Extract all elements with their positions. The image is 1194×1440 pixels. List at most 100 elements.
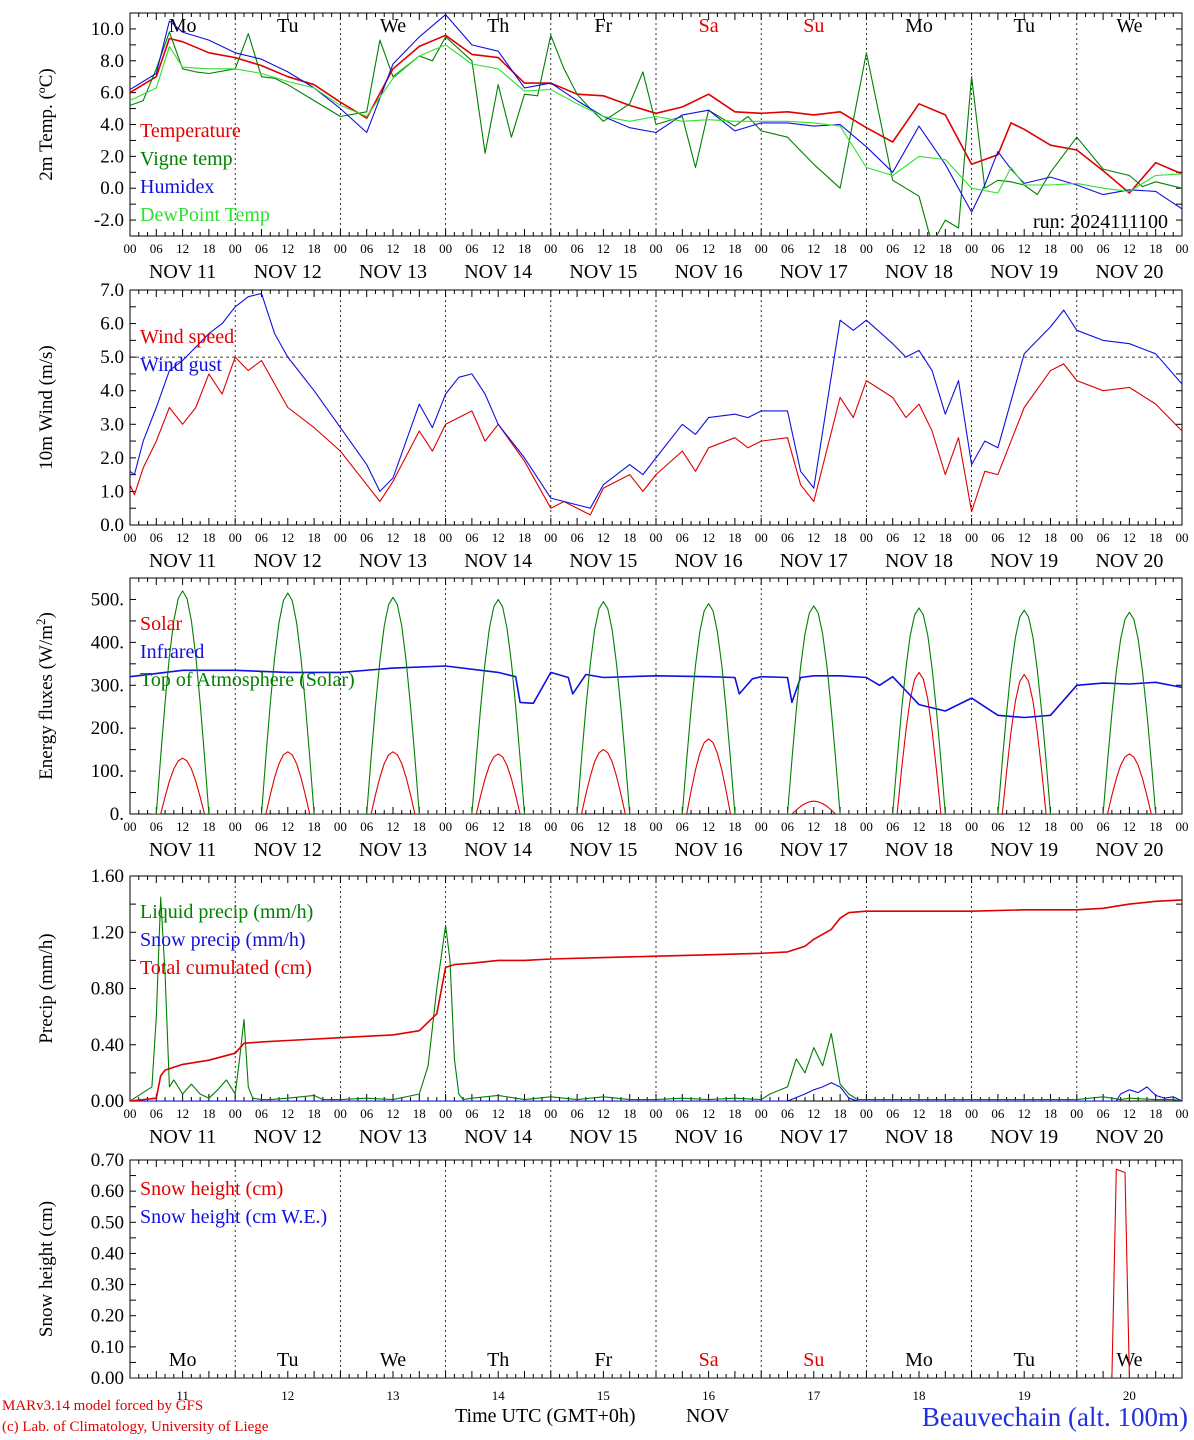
series-line-wind-speed xyxy=(130,356,1182,516)
panel-2: 7.0 6.0 5.0 4.0 3.0 2.0 1.0 0.0 10m Wind (m/s) 00… xyxy=(36,280,1189,572)
date-label: NOV 14 xyxy=(464,261,532,283)
date-label: NOV 15 xyxy=(569,839,637,861)
hour-tick-label: 18 xyxy=(1149,241,1162,256)
hour-tick-label: 12 xyxy=(387,1106,400,1121)
hour-tick-label: 00 xyxy=(1176,530,1189,545)
hour-tick-label: 06 xyxy=(571,241,585,256)
hour-tick-label: 12 xyxy=(807,241,820,256)
y-tick-label: 400. xyxy=(91,632,124,653)
hour-tick-label: 00 xyxy=(544,819,557,834)
legend-entry: Snow height (cm W.E.) xyxy=(140,1206,327,1228)
hour-tick-label: 18 xyxy=(413,819,426,834)
series-line-humidex xyxy=(130,14,1182,213)
hour-tick-label: 00 xyxy=(229,819,242,834)
hour-tick-label: 18 xyxy=(1044,1106,1057,1121)
y-tick-label: 1.0 xyxy=(100,481,124,502)
legend-entry: Wind speed xyxy=(140,326,234,348)
hour-tick-label: 06 xyxy=(781,241,795,256)
legend-entry: Wind gust xyxy=(140,354,222,376)
hour-tick-label: 12 xyxy=(807,819,820,834)
hour-tick-label: 18 xyxy=(623,819,636,834)
hour-tick-label: 12 xyxy=(702,819,715,834)
series-line-liquid-precip-mm-h- xyxy=(130,896,1182,1101)
hour-tick-label: 06 xyxy=(1097,1106,1111,1121)
hour-tick-label: 00 xyxy=(860,819,873,834)
date-label: NOV 16 xyxy=(675,839,743,861)
y-tick-label: 0.00 xyxy=(91,1091,124,1112)
hour-tick-label: 06 xyxy=(150,1106,164,1121)
hour-tick-label: 18 xyxy=(202,819,215,834)
hour-tick-label: 06 xyxy=(360,241,374,256)
hour-tick-label: 06 xyxy=(465,1106,479,1121)
y-tick-label: 0.10 xyxy=(91,1337,124,1358)
hour-tick-label: 12 xyxy=(1018,819,1031,834)
y-tick-label: 6.0 xyxy=(100,83,124,104)
hour-tick-label: 06 xyxy=(991,1106,1005,1121)
hour-tick-label: 06 xyxy=(150,530,164,545)
hour-tick-label: 18 xyxy=(1149,530,1162,545)
hour-tick-label: 00 xyxy=(965,241,978,256)
series-group xyxy=(130,14,1182,236)
hour-tick-label: 00 xyxy=(544,241,557,256)
date-label: NOV 13 xyxy=(359,261,427,283)
hour-tick-label: 00 xyxy=(860,1106,873,1121)
series-line-vigne-temp xyxy=(130,31,1182,236)
hour-tick-label: 12 xyxy=(1123,819,1136,834)
hour-tick-label: 06 xyxy=(360,530,374,545)
hour-tick-label: 06 xyxy=(360,819,374,834)
day-number-label: 20 xyxy=(1123,1388,1136,1403)
y-tick-label: 0.0 xyxy=(100,515,124,536)
date-label: NOV 15 xyxy=(569,261,637,283)
hour-tick-label: 18 xyxy=(939,530,952,545)
hour-tick-label: 18 xyxy=(413,241,426,256)
hour-tick-label: 00 xyxy=(229,1106,242,1121)
date-label: NOV 14 xyxy=(464,1126,532,1148)
hour-tick-label: 00 xyxy=(755,241,768,256)
legend-entry: DewPoint Temp xyxy=(140,204,270,226)
day-name-label: We xyxy=(380,15,406,37)
y-axis-label: 2m Temp. (ºC) xyxy=(36,68,57,180)
y-tick-label: 0.70 xyxy=(91,1150,124,1171)
hour-tick-label: 06 xyxy=(781,819,795,834)
hour-tick-label: 00 xyxy=(965,530,978,545)
hour-tick-label: 12 xyxy=(1123,241,1136,256)
hour-tick-label: 00 xyxy=(1070,241,1083,256)
day-number-label: 15 xyxy=(597,1388,610,1403)
day-name-label: We xyxy=(1116,15,1142,37)
hour-tick-label: 12 xyxy=(281,1106,294,1121)
date-label: NOV 19 xyxy=(990,550,1058,572)
hour-tick-label: 12 xyxy=(702,241,715,256)
hour-tick-label: 18 xyxy=(308,1106,321,1121)
hour-tick-label: 06 xyxy=(991,530,1005,545)
hour-tick-label: 18 xyxy=(308,530,321,545)
day-name-label: Sa xyxy=(699,15,719,37)
y-tick-label: 1.20 xyxy=(91,922,124,943)
day-name-label: Tu xyxy=(277,15,299,37)
date-label: NOV 12 xyxy=(254,1126,322,1148)
hour-tick-label: 00 xyxy=(650,530,663,545)
hour-tick-label: 00 xyxy=(650,1106,663,1121)
hour-tick-label: 18 xyxy=(202,1106,215,1121)
date-label: NOV 16 xyxy=(675,261,743,283)
hour-tick-label: 12 xyxy=(702,1106,715,1121)
date-label: NOV 19 xyxy=(990,1126,1058,1148)
hour-tick-label: 12 xyxy=(913,819,926,834)
hour-tick-label: 00 xyxy=(124,819,137,834)
hour-tick-label: 18 xyxy=(1044,241,1057,256)
hour-tick-label: 18 xyxy=(518,241,531,256)
date-label: NOV 17 xyxy=(780,550,848,572)
panel-3: 500. 400. 300. 200. 100. 0. Energy fluxes (W/m… xyxy=(33,577,1189,861)
hour-tick-label: 18 xyxy=(518,1106,531,1121)
y-tick-label: 0.0 xyxy=(100,178,124,199)
legend-entry: Vigne temp xyxy=(140,148,233,170)
date-label: NOV 20 xyxy=(1095,261,1163,283)
hour-tick-label: 12 xyxy=(387,530,400,545)
y-tick-label: 6.0 xyxy=(100,314,124,335)
date-label: NOV 13 xyxy=(359,1126,427,1148)
hour-tick-label: 12 xyxy=(1018,530,1031,545)
y-tick-label: 2.0 xyxy=(100,448,124,469)
series-line-top-of-atmosphere-solar- xyxy=(151,590,1161,814)
hour-tick-label: 00 xyxy=(439,241,452,256)
date-label: NOV 20 xyxy=(1095,1126,1163,1148)
